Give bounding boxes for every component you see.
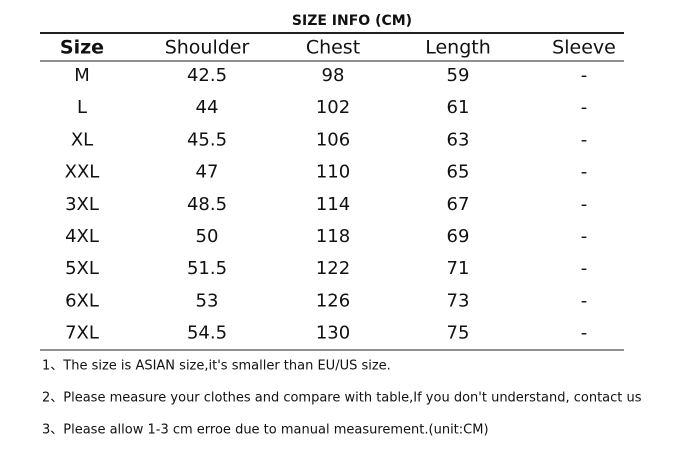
table-cell: 61 bbox=[447, 97, 470, 118]
table-cell: - bbox=[581, 129, 588, 150]
table-cell: 45.5 bbox=[187, 129, 227, 150]
table-cell: 42.5 bbox=[187, 65, 227, 86]
table-cell: 67 bbox=[447, 194, 470, 215]
table-cell: 122 bbox=[316, 258, 350, 279]
table-cell: 71 bbox=[447, 258, 470, 279]
table-cell: 5XL bbox=[65, 258, 99, 279]
table-cell: XXL bbox=[65, 162, 100, 183]
table-cell: 102 bbox=[316, 97, 350, 118]
table-cell: 118 bbox=[316, 226, 350, 247]
table-cell: 98 bbox=[322, 65, 345, 86]
table-cell: 126 bbox=[316, 290, 350, 311]
table-cell: 7XL bbox=[65, 323, 99, 344]
table-cell: XL bbox=[71, 129, 93, 150]
table-cell: 51.5 bbox=[187, 258, 227, 279]
column-header: Length bbox=[425, 37, 491, 59]
table-cell: 130 bbox=[316, 323, 350, 344]
table-cell: - bbox=[581, 290, 588, 311]
note: 2、Please measure your clothes and compar… bbox=[42, 391, 642, 406]
table-cell: - bbox=[581, 258, 588, 279]
table-cell: 53 bbox=[196, 290, 219, 311]
table-cell: 110 bbox=[316, 162, 350, 183]
table-cell: 3XL bbox=[65, 194, 99, 215]
table-cell: 47 bbox=[196, 162, 219, 183]
table-cell: 114 bbox=[316, 194, 350, 215]
column-header: Size bbox=[60, 37, 104, 59]
note: 3、Please allow 1-3 cm erroe due to manua… bbox=[42, 423, 489, 438]
table-cell: M bbox=[74, 65, 90, 86]
table-cell: 54.5 bbox=[187, 323, 227, 344]
table-cell: 50 bbox=[196, 226, 219, 247]
table-cell: 4XL bbox=[65, 226, 99, 247]
column-header: Chest bbox=[306, 37, 360, 59]
table-cell: 6XL bbox=[65, 290, 99, 311]
table-cell: 106 bbox=[316, 129, 350, 150]
note: 1、The size is ASIAN size,it's smaller th… bbox=[42, 359, 391, 374]
table-cell: 44 bbox=[196, 97, 219, 118]
table-cell: 48.5 bbox=[187, 194, 227, 215]
title: SIZE INFO (CM) bbox=[292, 13, 412, 29]
table-cell: 59 bbox=[447, 65, 470, 86]
table-cell: - bbox=[581, 97, 588, 118]
table-cell: 75 bbox=[447, 323, 470, 344]
table-cell: 69 bbox=[447, 226, 470, 247]
table-cell: 63 bbox=[447, 129, 470, 150]
column-header: Sleeve bbox=[552, 37, 616, 59]
column-header: Shoulder bbox=[165, 37, 250, 59]
table-cell: - bbox=[581, 226, 588, 247]
table-cell: - bbox=[581, 65, 588, 86]
table-cell: L bbox=[77, 97, 87, 118]
table-cell: - bbox=[581, 194, 588, 215]
table-cell: - bbox=[581, 162, 588, 183]
table-cell: - bbox=[581, 323, 588, 344]
table-cell: 73 bbox=[447, 290, 470, 311]
table-cell: 65 bbox=[447, 162, 470, 183]
